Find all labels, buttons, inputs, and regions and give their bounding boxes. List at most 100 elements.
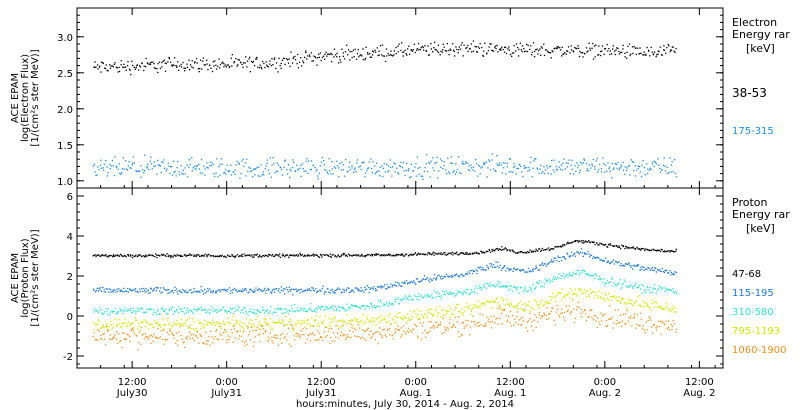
data-point xyxy=(500,49,502,51)
data-point xyxy=(379,320,382,322)
data-point xyxy=(530,288,532,290)
data-point xyxy=(98,254,100,256)
data-point xyxy=(628,263,630,265)
data-point xyxy=(100,159,102,161)
data-point xyxy=(345,288,347,291)
data-point xyxy=(625,285,628,287)
data-point xyxy=(430,308,432,310)
data-point xyxy=(360,168,362,171)
data-point xyxy=(96,310,98,312)
data-point xyxy=(286,168,288,171)
data-point xyxy=(312,287,314,289)
data-point xyxy=(168,310,170,312)
data-point xyxy=(409,330,412,332)
data-point xyxy=(579,240,581,242)
data-point xyxy=(642,54,644,56)
data-point xyxy=(97,166,99,168)
data-point xyxy=(288,343,290,345)
data-point xyxy=(257,334,259,336)
data-point xyxy=(502,48,504,51)
data-point xyxy=(423,170,425,172)
data-point xyxy=(521,171,523,173)
data-point xyxy=(658,164,660,166)
data-point xyxy=(259,311,262,314)
data-point xyxy=(357,254,360,256)
data-point xyxy=(609,243,611,245)
data-point xyxy=(472,50,475,52)
data-point xyxy=(556,246,558,248)
data-point xyxy=(407,282,409,284)
data-point xyxy=(580,308,582,310)
data-point xyxy=(633,247,635,249)
data-point xyxy=(539,48,541,50)
data-point xyxy=(193,62,196,64)
data-point xyxy=(663,157,665,159)
data-point xyxy=(422,322,425,324)
data-point xyxy=(615,296,618,298)
data-point xyxy=(509,285,511,287)
data-point xyxy=(576,306,578,308)
data-point xyxy=(665,302,667,305)
data-point xyxy=(545,280,548,283)
data-point xyxy=(327,288,329,290)
data-point xyxy=(429,176,431,178)
data-point xyxy=(651,299,653,301)
data-point xyxy=(645,53,647,55)
data-point xyxy=(294,55,296,58)
data-point xyxy=(541,281,543,283)
data-point xyxy=(227,317,229,319)
data-point xyxy=(632,304,634,306)
data-point xyxy=(568,159,570,161)
data-point xyxy=(456,48,458,51)
data-point xyxy=(571,241,574,243)
data-point xyxy=(614,50,616,52)
data-point xyxy=(164,167,166,169)
data-point xyxy=(589,309,591,311)
data-point xyxy=(97,339,99,341)
data-point xyxy=(438,252,440,254)
data-point xyxy=(446,43,448,45)
data-point xyxy=(104,255,106,257)
data-point xyxy=(400,49,402,52)
data-point xyxy=(184,346,186,348)
data-point xyxy=(405,280,408,282)
data-point xyxy=(580,312,582,315)
data-point xyxy=(333,48,336,50)
data-point xyxy=(272,321,274,323)
data-point xyxy=(529,161,531,164)
data-point xyxy=(450,253,452,255)
data-point xyxy=(140,326,143,329)
data-point xyxy=(652,249,655,251)
data-point xyxy=(212,290,215,292)
data-point xyxy=(179,65,181,67)
data-point xyxy=(524,288,527,290)
data-point xyxy=(566,294,568,296)
data-point xyxy=(398,282,400,284)
data-point xyxy=(447,275,449,277)
data-point xyxy=(187,254,189,257)
data-point xyxy=(190,334,192,336)
data-point xyxy=(491,266,494,268)
data-point xyxy=(516,304,519,306)
data-point xyxy=(315,170,317,172)
data-point xyxy=(511,55,513,57)
data-point xyxy=(181,172,183,174)
data-point xyxy=(97,68,99,70)
data-point xyxy=(203,323,205,326)
data-point xyxy=(621,298,624,301)
data-point xyxy=(382,329,384,331)
data-point xyxy=(354,287,356,289)
data-point xyxy=(238,256,240,258)
data-point xyxy=(127,61,129,63)
data-point xyxy=(300,65,303,67)
data-point xyxy=(521,269,523,271)
data-point xyxy=(438,170,440,172)
data-point xyxy=(499,304,501,306)
data-point xyxy=(458,254,460,256)
data-point xyxy=(178,173,181,176)
data-point xyxy=(422,316,425,318)
data-point xyxy=(481,288,483,291)
data-point xyxy=(234,173,236,176)
data-point xyxy=(390,283,392,285)
data-point xyxy=(636,246,638,248)
